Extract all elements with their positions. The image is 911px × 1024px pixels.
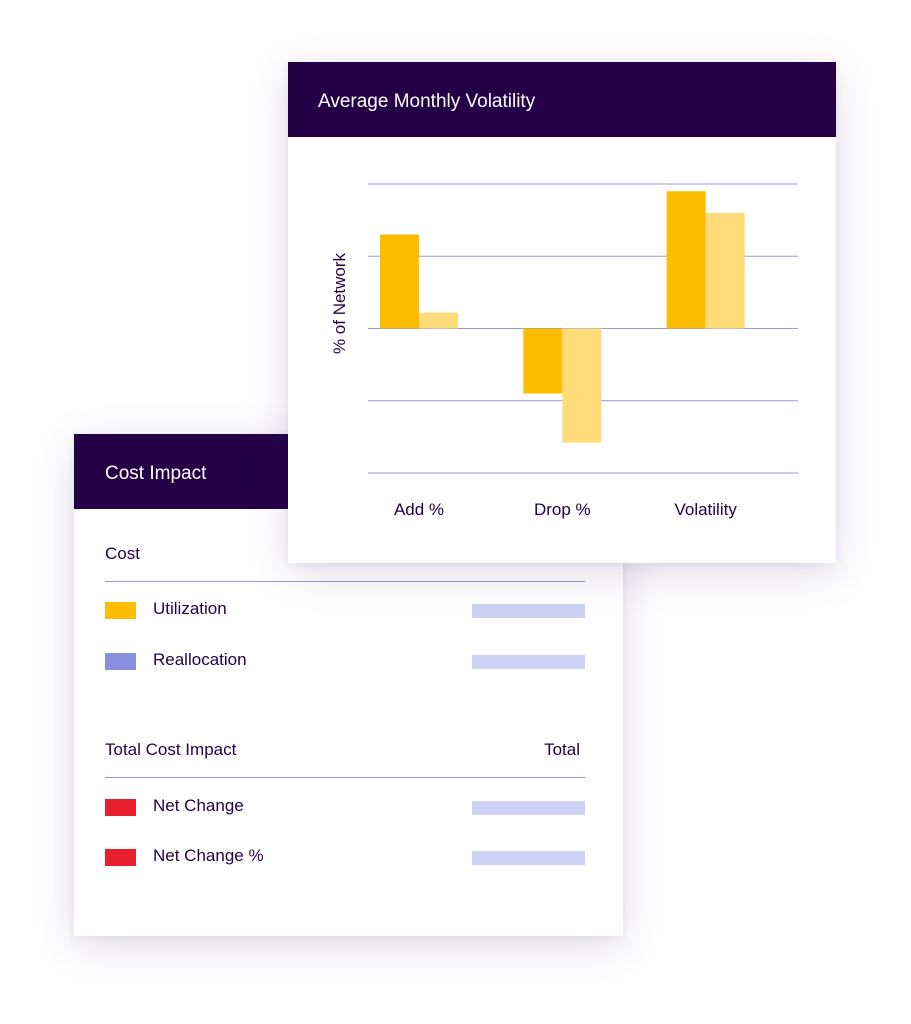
cost-section-divider (105, 581, 585, 582)
cost-row-utilization: Utilization (105, 599, 585, 621)
y-axis-label: % of Network (330, 252, 349, 354)
total-section-header: Total Cost Impact Total (105, 740, 585, 762)
x-tick-label: Add % (394, 500, 444, 519)
reallocation-swatch (105, 653, 136, 670)
bar-drop-series-2 (562, 328, 602, 443)
total-section-title: Total Cost Impact (105, 740, 237, 759)
cost-section-title: Cost (105, 544, 140, 563)
total-row-net-change: Net Change (105, 796, 585, 818)
net-change-swatch (105, 799, 136, 816)
utilization-label: Utilization (153, 599, 227, 618)
net-change-value-placeholder (472, 801, 585, 815)
chart-labels: Add % Drop % Volatility % of Network (330, 252, 737, 519)
utilization-value-placeholder (472, 604, 585, 618)
volatility-chart-card: Average Monthly Volatility Add % Drop % Vo… (288, 62, 836, 563)
reallocation-value-placeholder (472, 655, 585, 669)
net-change-pct-swatch (105, 849, 136, 866)
x-tick-label: Volatility (674, 500, 737, 519)
cost-row-reallocation: Reallocation (105, 650, 585, 672)
reallocation-label: Reallocation (153, 650, 247, 669)
volatility-chart-header: Average Monthly Volatility (288, 62, 836, 137)
total-section-divider (105, 777, 585, 778)
net-change-pct-value-placeholder (472, 851, 585, 865)
volatility-chart-title: Average Monthly Volatility (318, 91, 536, 112)
cost-section-header: Cost (105, 544, 585, 566)
bar-add-series-2 (419, 312, 458, 329)
x-tick-label: Drop % (534, 500, 591, 519)
chart-bars (380, 191, 745, 443)
volatility-bar-chart: Add % Drop % Volatility % of Network (330, 183, 798, 519)
total-column-label: Total (544, 740, 580, 759)
bar-volatility-series-2 (705, 212, 745, 329)
bar-volatility-series-1 (666, 191, 706, 329)
total-row-net-change-pct: Net Change % (105, 846, 585, 868)
cost-impact-title: Cost Impact (105, 463, 207, 484)
net-change-pct-label: Net Change % (153, 846, 264, 865)
bar-add-series-1 (380, 234, 419, 329)
net-change-label: Net Change (153, 796, 244, 815)
bar-drop-series-1 (523, 328, 563, 394)
utilization-swatch (105, 602, 136, 619)
